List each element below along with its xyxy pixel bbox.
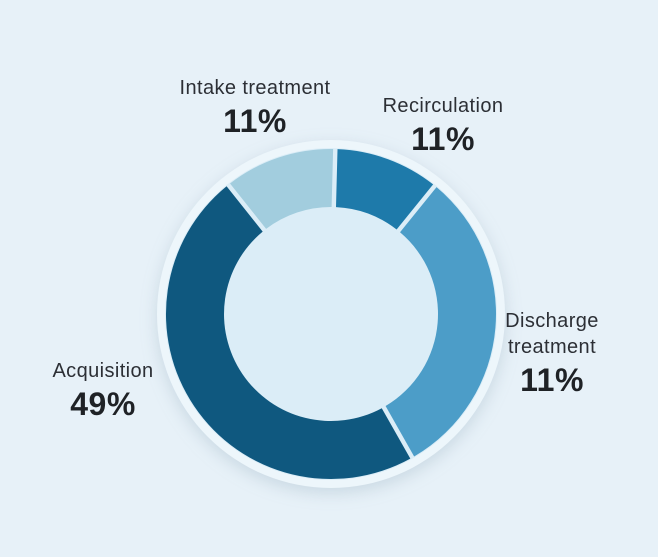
label-intake-treatment: Intake treatment 11%	[180, 75, 331, 139]
label-recirculation: Recirculation 11%	[383, 93, 504, 157]
segment-percent: 49%	[70, 386, 136, 422]
segment-label: Recirculation	[382, 95, 504, 117]
segment-percent: 11%	[411, 121, 475, 157]
segment-percent: 11%	[520, 362, 584, 398]
label-acquisition: Acquisition 49%	[52, 358, 153, 422]
donut-segment-acquisition	[165, 186, 411, 480]
segment-label: Intake treatment	[179, 77, 331, 99]
segment-label: Acquisition	[52, 360, 154, 382]
donut-segment-intake-treatment	[230, 148, 334, 229]
segment-label: Discharge treatment	[505, 310, 599, 358]
label-discharge-treatment: Discharge treatment 11%	[486, 308, 618, 398]
segment-percent: 11%	[223, 103, 287, 139]
donut-segment-recirculation	[336, 149, 434, 230]
donut-segment-discharge-treatment	[385, 187, 496, 457]
